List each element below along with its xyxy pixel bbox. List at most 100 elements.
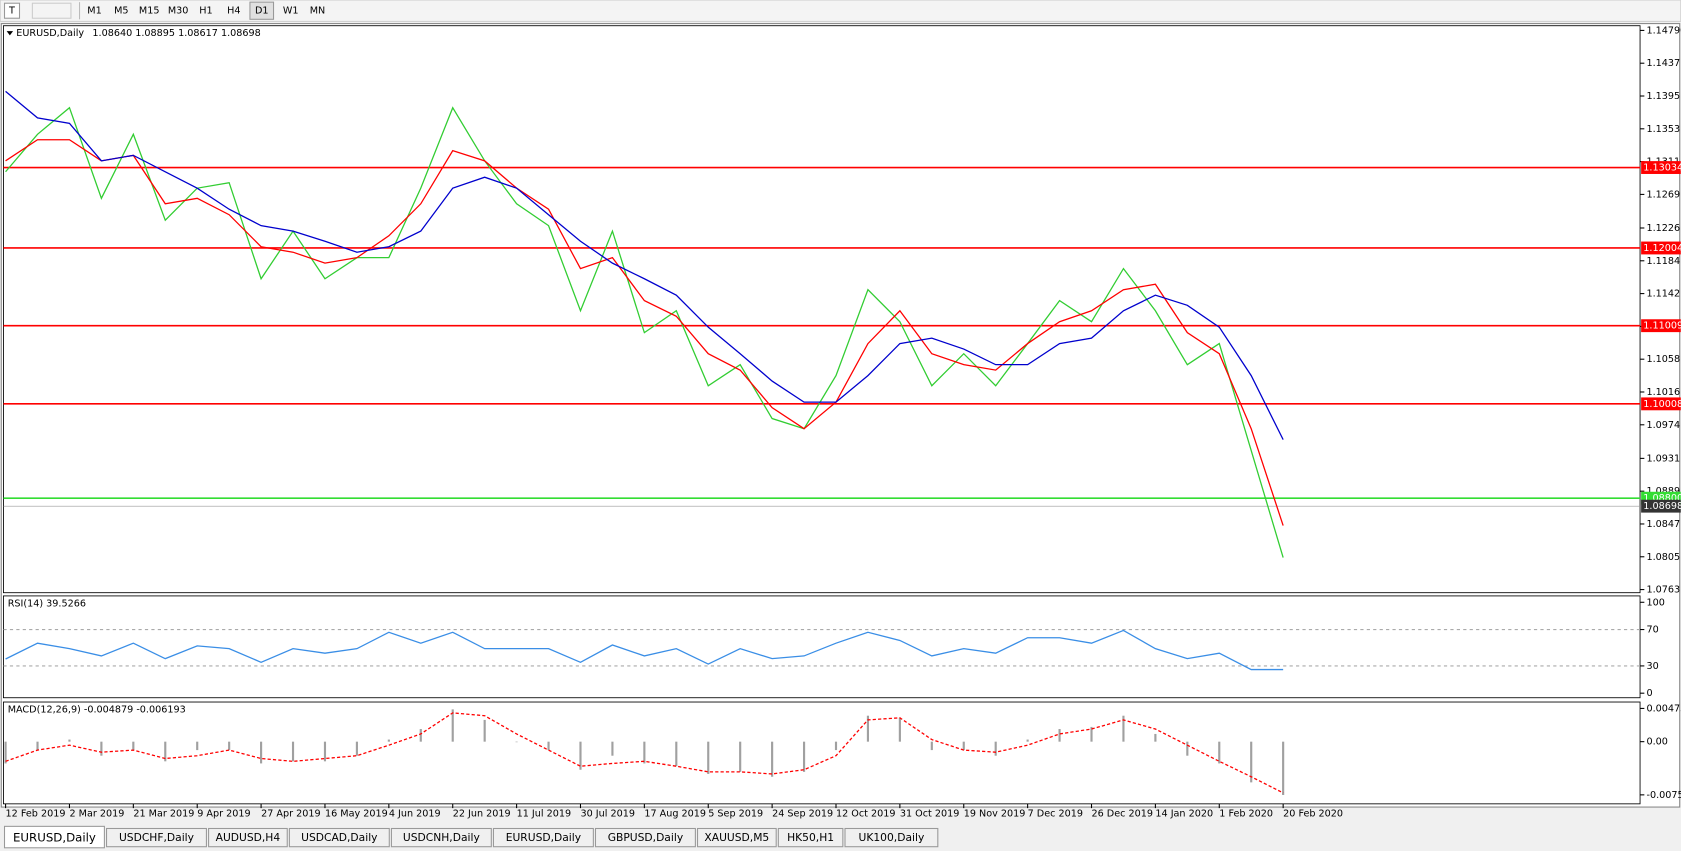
tab[interactable]: [390, 827, 492, 848]
level-label-box: [1641, 161, 1681, 174]
histogram-bar: [1250, 741, 1253, 783]
x-tick-label: 5 Sep 2019: [708, 808, 763, 819]
histogram-bar: [1122, 715, 1125, 742]
tab-label[interactable]: AUDUSD,H4: [216, 831, 281, 844]
histogram-bar: [4, 741, 7, 764]
histogram-bar: [260, 741, 263, 764]
y-tick-label: 1.0889: [1646, 486, 1680, 497]
x-tick-label: 22 Jun 2019: [453, 808, 511, 819]
y-tick-label: 1.1184: [1646, 256, 1680, 267]
level-label: 1.12004: [1643, 243, 1681, 254]
y-tick-label: 1.1142: [1646, 289, 1680, 300]
histogram-bar: [962, 741, 965, 751]
histogram-bar: [898, 717, 901, 742]
panel-title: EURUSD,Daily: [16, 28, 84, 39]
tab[interactable]: [696, 827, 777, 848]
x-tick-label: 24 Sep 2019: [772, 808, 833, 819]
histogram-bar: [802, 741, 806, 772]
tab[interactable]: [106, 827, 207, 848]
histogram-bar: [834, 741, 838, 751]
y-tick-label: 1.1226: [1646, 223, 1680, 234]
histogram-bar: [1090, 726, 1093, 742]
timeframe-button[interactable]: M5: [114, 6, 128, 17]
y-tick-label: 1.1395: [1646, 91, 1680, 102]
histogram-bar: [547, 741, 550, 751]
histogram-bar: [515, 741, 518, 743]
histogram-bar: [483, 719, 486, 742]
y-tick-label: -0.00758: [1646, 790, 1681, 801]
x-tick-label: 16 May 2019: [325, 808, 388, 819]
y-tick-label: 1.0805: [1646, 552, 1680, 563]
tool-dropdown[interactable]: [31, 2, 72, 19]
x-tick-label: 11 Jul 2019: [517, 808, 571, 819]
timeframe-button[interactable]: M15: [139, 6, 160, 17]
x-tick-label: 21 Mar 2019: [133, 808, 194, 819]
timeframe-button[interactable]: D1: [255, 6, 269, 17]
tab-label[interactable]: XAUUSD,M5: [704, 831, 769, 844]
panel-title: RSI(14) 39.5266: [8, 598, 86, 609]
histogram-bar: [611, 741, 614, 756]
tab-label[interactable]: EURUSD,Daily: [13, 831, 96, 845]
x-tick-label: 9 Apr 2019: [197, 808, 250, 819]
tab[interactable]: [492, 827, 594, 848]
x-tick-label: 7 Dec 2019: [1028, 808, 1083, 819]
x-tick-label: 1 Feb 2020: [1219, 808, 1273, 819]
series-line: [5, 90, 1284, 440]
histogram-bar: [451, 709, 454, 742]
timeframe-button[interactable]: H1: [199, 6, 212, 17]
x-tick-label: 31 Oct 2019: [900, 808, 960, 819]
level-label-box: [1641, 397, 1681, 411]
histogram-bar: [739, 741, 742, 772]
tab-label[interactable]: USDCNH,Daily: [403, 831, 481, 844]
y-tick-label: 70: [1646, 625, 1658, 636]
histogram-bar: [355, 741, 358, 756]
series-line: [5, 629, 1284, 671]
histogram-bar: [419, 729, 422, 742]
histogram-bar: [291, 741, 295, 762]
histogram-bar: [387, 739, 390, 742]
tab-label[interactable]: GBPUSD,Daily: [608, 831, 684, 844]
x-tick-label: 30 Jul 2019: [580, 808, 634, 819]
x-tick-label: 14 Jan 2020: [1155, 808, 1213, 819]
timeframe-button[interactable]: MN: [310, 6, 326, 17]
timeframe-button[interactable]: H4: [227, 6, 240, 17]
current-price-box: [1641, 499, 1681, 513]
tab[interactable]: [208, 827, 288, 848]
panel: [3, 595, 1641, 699]
tab[interactable]: [777, 827, 844, 848]
tab[interactable]: [288, 827, 390, 848]
histogram-bar: [707, 741, 710, 774]
tab[interactable]: [844, 827, 939, 848]
histogram-bar: [1058, 729, 1061, 742]
tab[interactable]: [594, 827, 696, 848]
level-label-box: [1641, 319, 1681, 333]
series-line: [5, 106, 1284, 558]
histogram-bar: [1154, 733, 1157, 742]
x-tick-label: 17 Aug 2019: [644, 808, 706, 819]
tab-label[interactable]: EURUSD,Daily: [506, 831, 582, 844]
level-label: 1.13034: [1643, 163, 1681, 174]
histogram-bar: [1026, 739, 1029, 742]
histogram-bar: [1186, 741, 1189, 756]
timeframe-button[interactable]: W1: [283, 6, 299, 17]
panel: [3, 701, 1641, 805]
tool-icon[interactable]: [3, 2, 21, 19]
histogram-bar: [196, 741, 199, 751]
tab-label[interactable]: UK100,Daily: [859, 831, 925, 844]
x-tick-label: 20 Feb 2020: [1283, 808, 1343, 819]
tab-active[interactable]: [3, 825, 105, 849]
tab-label[interactable]: USDCAD,Daily: [301, 831, 378, 844]
y-tick-label: 1.14790: [1646, 25, 1681, 36]
timeframe-button[interactable]: M1: [87, 6, 101, 17]
title-arrow: [6, 31, 14, 36]
timeframe-button[interactable]: M30: [168, 6, 189, 17]
tool-icon-glyph: T: [8, 6, 15, 17]
x-tick-label: 2 Mar 2019: [69, 808, 124, 819]
tab-label[interactable]: HK50,H1: [787, 831, 834, 844]
tab-label[interactable]: USDCHF,Daily: [119, 831, 195, 844]
histogram-bar: [164, 741, 167, 762]
y-tick-label: 0.00: [1646, 737, 1667, 748]
histogram-bar: [228, 741, 231, 751]
